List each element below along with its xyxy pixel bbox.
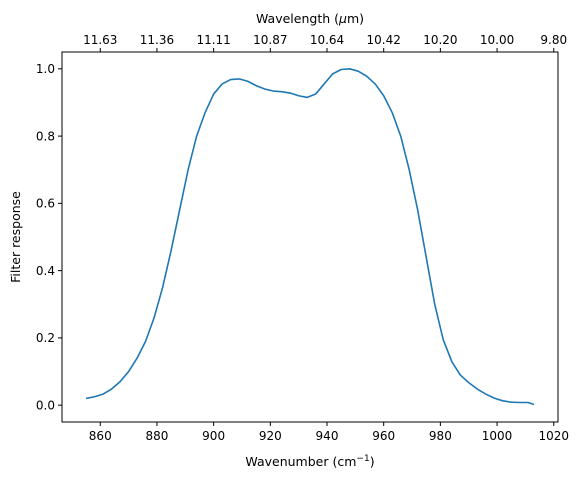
top-tick-label: 10.42: [367, 33, 401, 47]
series-line-0: [85, 68, 535, 406]
x-tick-label: 980: [429, 429, 452, 443]
x-tick-label: 1020: [538, 429, 569, 443]
y-tick-label: 0.4: [36, 264, 55, 278]
top-tick-label: 11.63: [83, 33, 117, 47]
x-tick-label: 960: [372, 429, 395, 443]
x-axis-label: Wavenumber (cm−1): [245, 454, 374, 469]
y-tick-label: 0.8: [36, 129, 55, 143]
y-tick-label: 0.0: [36, 398, 55, 412]
top-tick-label: 9.80: [540, 33, 567, 47]
y-tick-label: 0.2: [36, 331, 55, 345]
top-tick-label: 11.11: [196, 33, 230, 47]
top-axis-label: Wavelength (μm): [256, 11, 364, 26]
x-tick-label: 940: [316, 429, 339, 443]
y-axis-label: Filter response: [8, 191, 23, 283]
y-tick-label: 0.6: [36, 197, 55, 211]
x-tick-label: 860: [89, 429, 112, 443]
top-tick-label: 10.87: [253, 33, 287, 47]
top-tick-label: 10.20: [423, 33, 457, 47]
top-tick-label: 11.36: [140, 33, 174, 47]
top-tick-label: 10.64: [310, 33, 344, 47]
x-tick-label: 1000: [482, 429, 513, 443]
plot-frame: [61, 51, 559, 423]
x-tick-label: 880: [145, 429, 168, 443]
x-tick-label: 920: [259, 429, 282, 443]
top-tick-label: 10.00: [480, 33, 514, 47]
x-tick-label: 900: [202, 429, 225, 443]
y-tick-label: 1.0: [36, 62, 55, 76]
